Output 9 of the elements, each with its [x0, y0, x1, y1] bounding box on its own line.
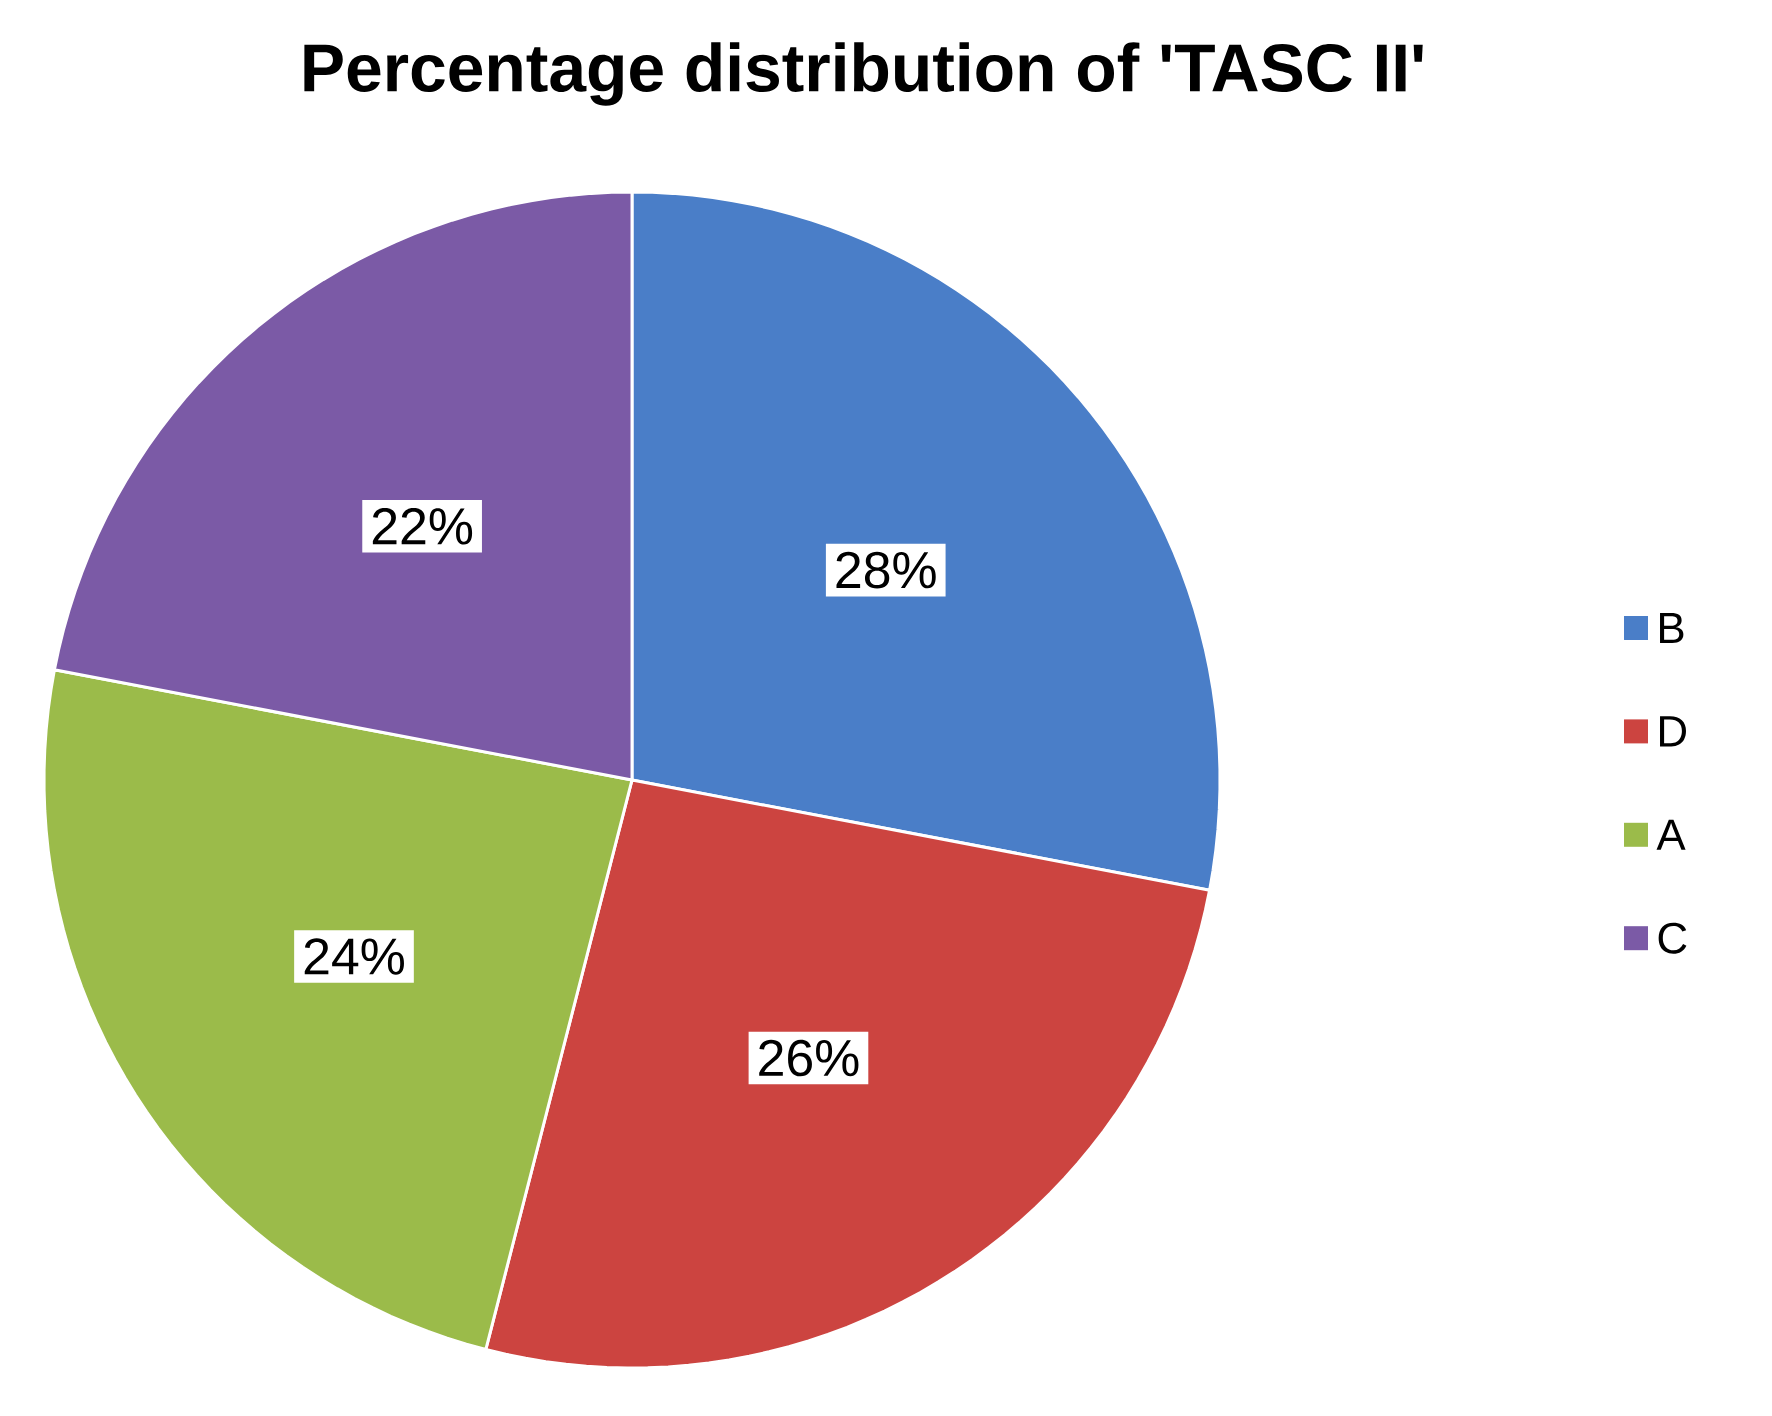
- legend-label: A: [1656, 819, 1686, 850]
- legend-label: C: [1658, 922, 1687, 954]
- data-label: 28%: [836, 551, 936, 589]
- data-label: 26%: [759, 1039, 859, 1077]
- legend-label: B: [1660, 612, 1684, 644]
- data-label: 22%: [372, 508, 473, 545]
- data-label: 24%: [304, 938, 404, 975]
- chart-title: Percentage distribution of 'TASC II': [304, 42, 1423, 106]
- legend-label: D: [1660, 716, 1686, 747]
